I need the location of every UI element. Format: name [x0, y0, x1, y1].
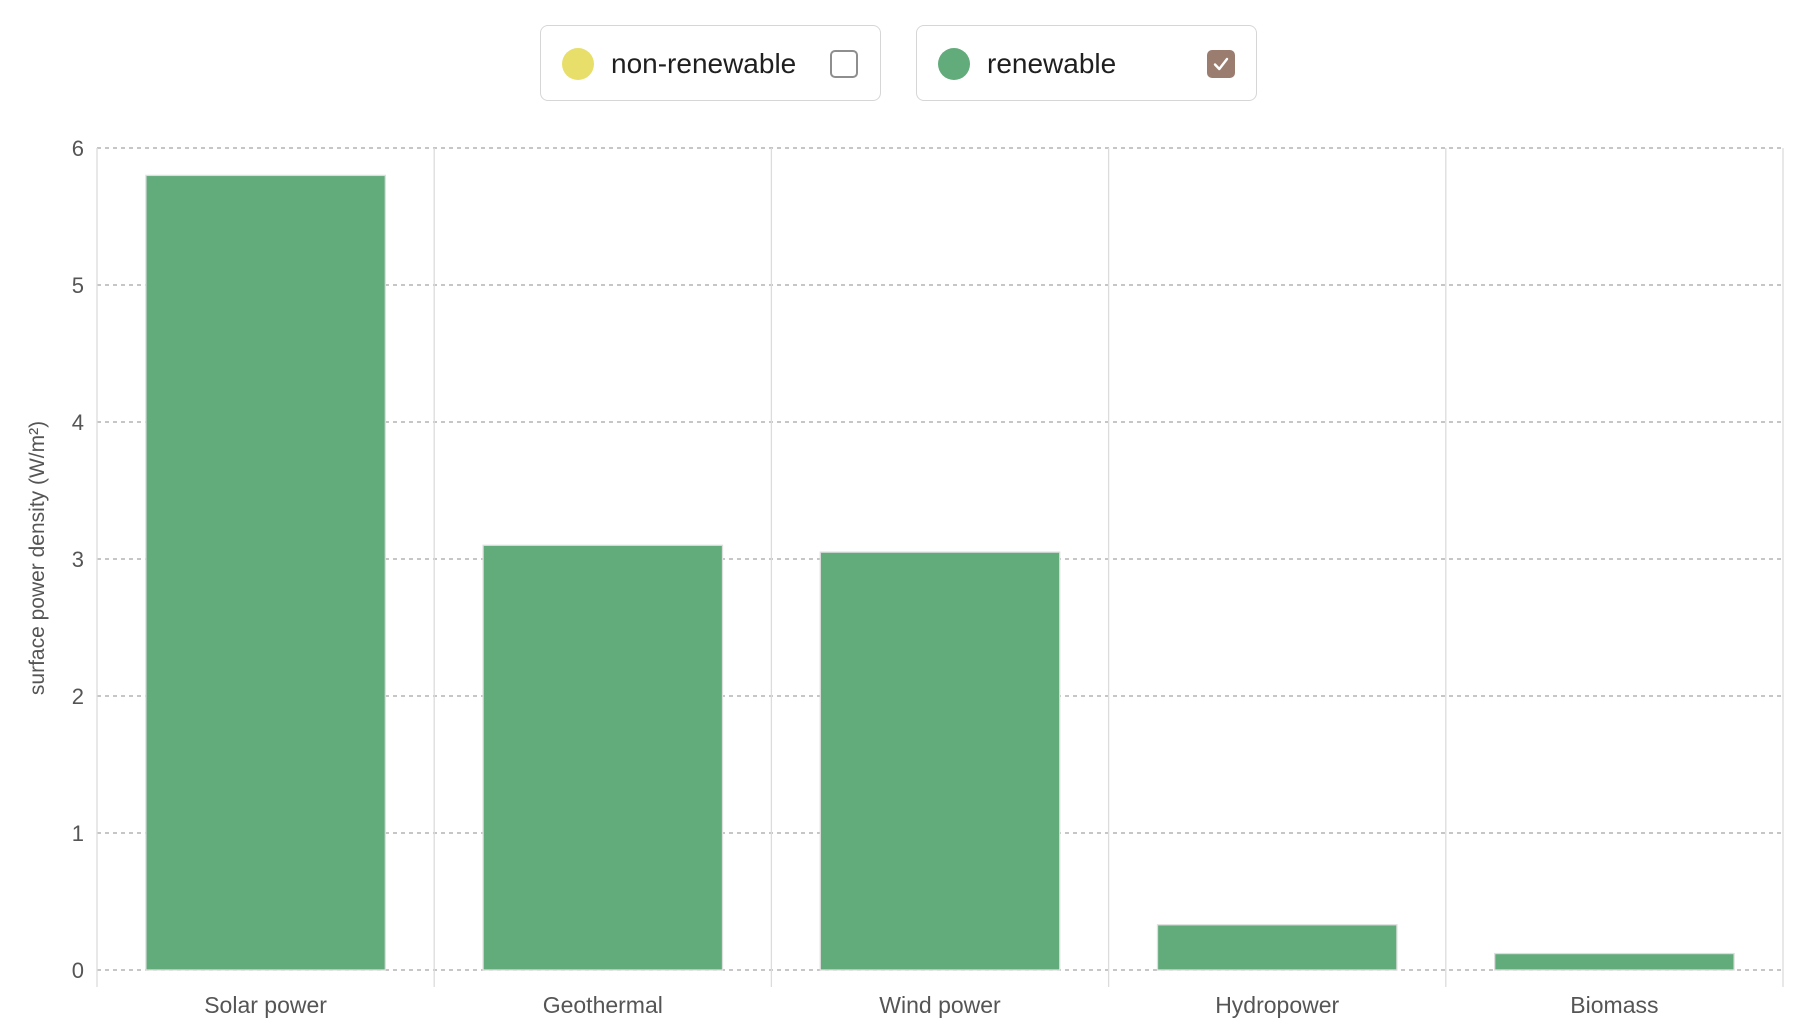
bars: [145, 174, 1735, 971]
renewable-color-dot-icon: [938, 48, 970, 80]
legend-item-renewable[interactable]: renewable: [916, 25, 1257, 101]
y-tick-label: 6: [72, 136, 84, 161]
bar-hydropower[interactable]: [1156, 924, 1398, 971]
y-tick-label: 0: [72, 958, 84, 983]
legend-item-non-renewable[interactable]: non-renewable: [540, 25, 881, 101]
legend: non-renewable renewable: [0, 0, 1800, 120]
y-tick-label: 1: [72, 821, 84, 846]
x-tick-label: Biomass: [1570, 992, 1658, 1018]
x-tick-label: Geothermal: [543, 992, 663, 1018]
bar-solar-power[interactable]: [145, 174, 386, 971]
bar-geothermal[interactable]: [482, 544, 724, 971]
non-renewable-checkbox[interactable]: [830, 50, 858, 78]
y-tick-label: 2: [72, 684, 84, 709]
y-tick-label: 3: [72, 547, 84, 572]
y-tick-label: 5: [72, 273, 84, 298]
bar-biomass[interactable]: [1494, 952, 1735, 971]
x-tick-label: Wind power: [879, 992, 1001, 1018]
x-tick-label: Hydropower: [1215, 992, 1339, 1018]
legend-label-non-renewable: non-renewable: [611, 48, 797, 79]
y-axis-label: surface power density (W/m²): [26, 421, 49, 695]
renewable-checkbox[interactable]: [1207, 50, 1235, 78]
axes: 0 1 2 3 4 5 6 Solar power Geothermal Wind power Hy…: [72, 136, 1659, 1018]
y-tick-label: 4: [72, 410, 84, 435]
x-tick-label: Solar power: [204, 992, 327, 1018]
bar-wind-power[interactable]: [819, 551, 1061, 971]
legend-label-renewable: renewable: [987, 48, 1117, 79]
non-renewable-color-dot-icon: [562, 48, 594, 80]
checkmark-icon: [1213, 57, 1229, 71]
